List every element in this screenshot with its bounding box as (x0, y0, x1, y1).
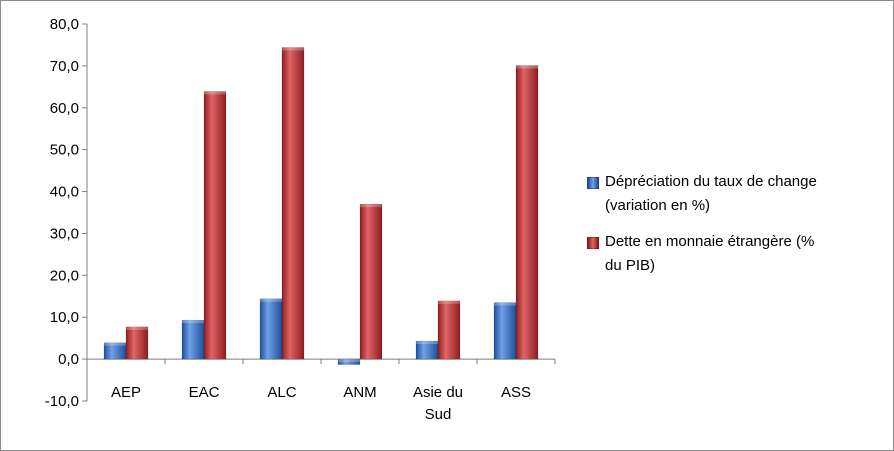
bar-cap (516, 65, 538, 69)
legend-label-debt-line1: Dette en monnaie étrangère (% (605, 233, 815, 250)
legend-swatch-debt (587, 237, 599, 249)
bars (103, 47, 539, 365)
legend-item-debt: Dette en monnaie étrangère (% du PIB) (587, 230, 887, 278)
bar-debt-0 (125, 326, 149, 360)
bar-cap (260, 298, 282, 302)
y-tick-label: -10,0 (45, 393, 79, 410)
x-tick-label: Sud (425, 406, 452, 423)
x-tick-label: Asie du (413, 384, 463, 401)
y-tick-label: 70,0 (50, 58, 79, 75)
bar-cap (416, 341, 438, 345)
bar-depreciation-1 (181, 319, 205, 360)
bar-debt-2 (281, 47, 305, 360)
bar-depreciation-3 (337, 358, 361, 365)
x-tick-label: ASS (501, 384, 531, 401)
bar-depreciation-5 (493, 302, 517, 360)
y-tick-label: 60,0 (50, 100, 79, 117)
x-tick-label: ANM (343, 384, 376, 401)
axes (82, 23, 556, 402)
bar-debt-4 (437, 300, 461, 360)
x-tick-label: EAC (189, 384, 220, 401)
y-tick-label: 10,0 (50, 309, 79, 326)
tick-labels: -10,0 0,0 10,0 20,0 30,0 40,0 50,0 60,0 70,0 80,0… (45, 16, 531, 423)
bar-cap (104, 342, 126, 346)
bar-debt-1 (203, 91, 227, 360)
bar-debt-5 (515, 65, 539, 360)
y-tick-label: 40,0 (50, 184, 79, 201)
legend: Dépréciation du taux de change (variatio… (587, 170, 887, 290)
y-tick-label: 0,0 (58, 351, 79, 368)
bar-cap (494, 302, 516, 306)
bar-cap (126, 326, 148, 330)
bar-cap (182, 320, 204, 324)
x-tick-label: ALC (267, 384, 296, 401)
bar-cap (204, 91, 226, 95)
legend-label-debt-line2: du PIB) (605, 257, 656, 274)
legend-label-depreciation-line1: Dépréciation du taux de change (605, 173, 817, 190)
legend-label-depreciation-line2: (variation en %) (605, 197, 711, 214)
x-tick-label: AEP (111, 384, 141, 401)
bar-debt-3 (359, 203, 383, 360)
y-tick-label: 30,0 (50, 225, 79, 242)
bar-cap (282, 47, 304, 51)
bar-cap (338, 359, 360, 363)
y-tick-label: 50,0 (50, 142, 79, 159)
bar-cap (438, 300, 460, 304)
legend-swatch-depreciation (587, 177, 599, 189)
y-tick-label: 80,0 (50, 16, 79, 33)
bar-depreciation-2 (259, 298, 283, 360)
y-tick-label: 20,0 (50, 267, 79, 284)
legend-item-depreciation: Dépréciation du taux de change (variatio… (587, 170, 887, 218)
bar-cap (360, 204, 382, 208)
